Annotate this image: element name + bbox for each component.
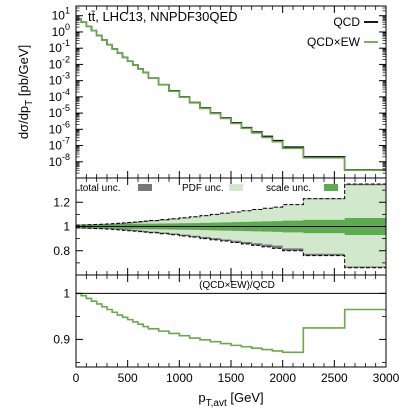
series-line-qcd-ew [76,18,386,172]
legend-label: PDF unc. [182,183,224,194]
y-tick-exponent: -3 [62,71,70,81]
x-axis-title-units: [GeV] [227,390,264,405]
y-axis-title-units: [pb/GeV] [16,45,31,100]
y-tick-label: 0.8 [53,244,70,258]
y-tick-label: 10-8 [49,152,70,169]
x-axis-title-subscript: T,avt [206,398,227,409]
legend-swatch [229,184,244,191]
y-tick-label: 10-2 [49,54,70,71]
y-tick-label: 10-5 [49,103,70,120]
y-tick-label: 1 [63,220,70,234]
ratio-label: (QCD×EW)/QCD [199,280,275,291]
y-tick-exponent: -7 [62,136,70,146]
uncertainty-panel: 0.8 1 1.2 total unc. PDF unc. scale unc. [53,177,387,276]
x-tick-label: 0 [73,371,80,385]
y-axis-title-subscript: T [24,100,35,106]
y-tick-exponent: -2 [62,54,70,64]
ratio-panel: 0.9 1 (QCD×EW)/QCD [53,274,387,368]
legend-label: QCD×EW [307,35,361,49]
main-panel-frame [75,5,387,179]
x-tick-label: 1000 [166,371,193,385]
total-unc-upper-edge [76,183,386,226]
legend-label: scale unc. [266,183,311,194]
ratio-series-line [76,292,386,354]
y-axis-title: dσ/dpT [pb/GeV] [16,45,35,139]
main-panel: 10110010-110-210-310-410-510-610-710-8tt… [16,5,387,179]
y-tick-label: 100 [52,22,70,39]
x-tick-label: 2000 [269,371,296,385]
x-tick-label: 500 [118,371,138,385]
y-tick-exponent: -5 [62,103,70,113]
x-tick-label: 2500 [321,371,348,385]
y-tick-exponent: -1 [62,38,70,48]
y-tick-exponent: 0 [65,22,70,32]
y-tick-exponent: -4 [62,87,70,97]
x-tick-label: 3000 [373,371,400,385]
legend-label: QCD [333,15,360,29]
y-tick-label: 10-1 [49,38,70,55]
y-tick-label: 10-3 [49,71,70,88]
y-tick-label: 1 [63,286,70,300]
legend-swatch [324,184,338,191]
y-tick-exponent: 1 [65,6,70,16]
y-tick-exponent: -8 [62,152,70,162]
total-unc-lower-edge [76,227,386,269]
x-axis-title: pT,avt [GeV] [198,390,263,409]
ratio-panel-frame [75,274,387,368]
y-tick-exponent: -6 [62,119,70,129]
y-tick-label: 10-7 [49,136,70,153]
y-tick-label: 101 [52,6,70,23]
y-tick-label: 1.2 [53,195,70,209]
legend-swatch [138,184,152,191]
legend-label: total unc. [80,183,121,194]
y-tick-label: 0.9 [53,332,70,346]
x-axis: 0 500 1000 1500 2000 2500 3000 pT,avt [GeV] [73,371,400,409]
y-tick-label: 10-4 [49,87,70,104]
y-tick-label: 10-6 [49,119,70,136]
x-tick-label: 1500 [218,371,245,385]
plot-title: tt̄, LHC13, NNPDF30QED [88,9,238,24]
